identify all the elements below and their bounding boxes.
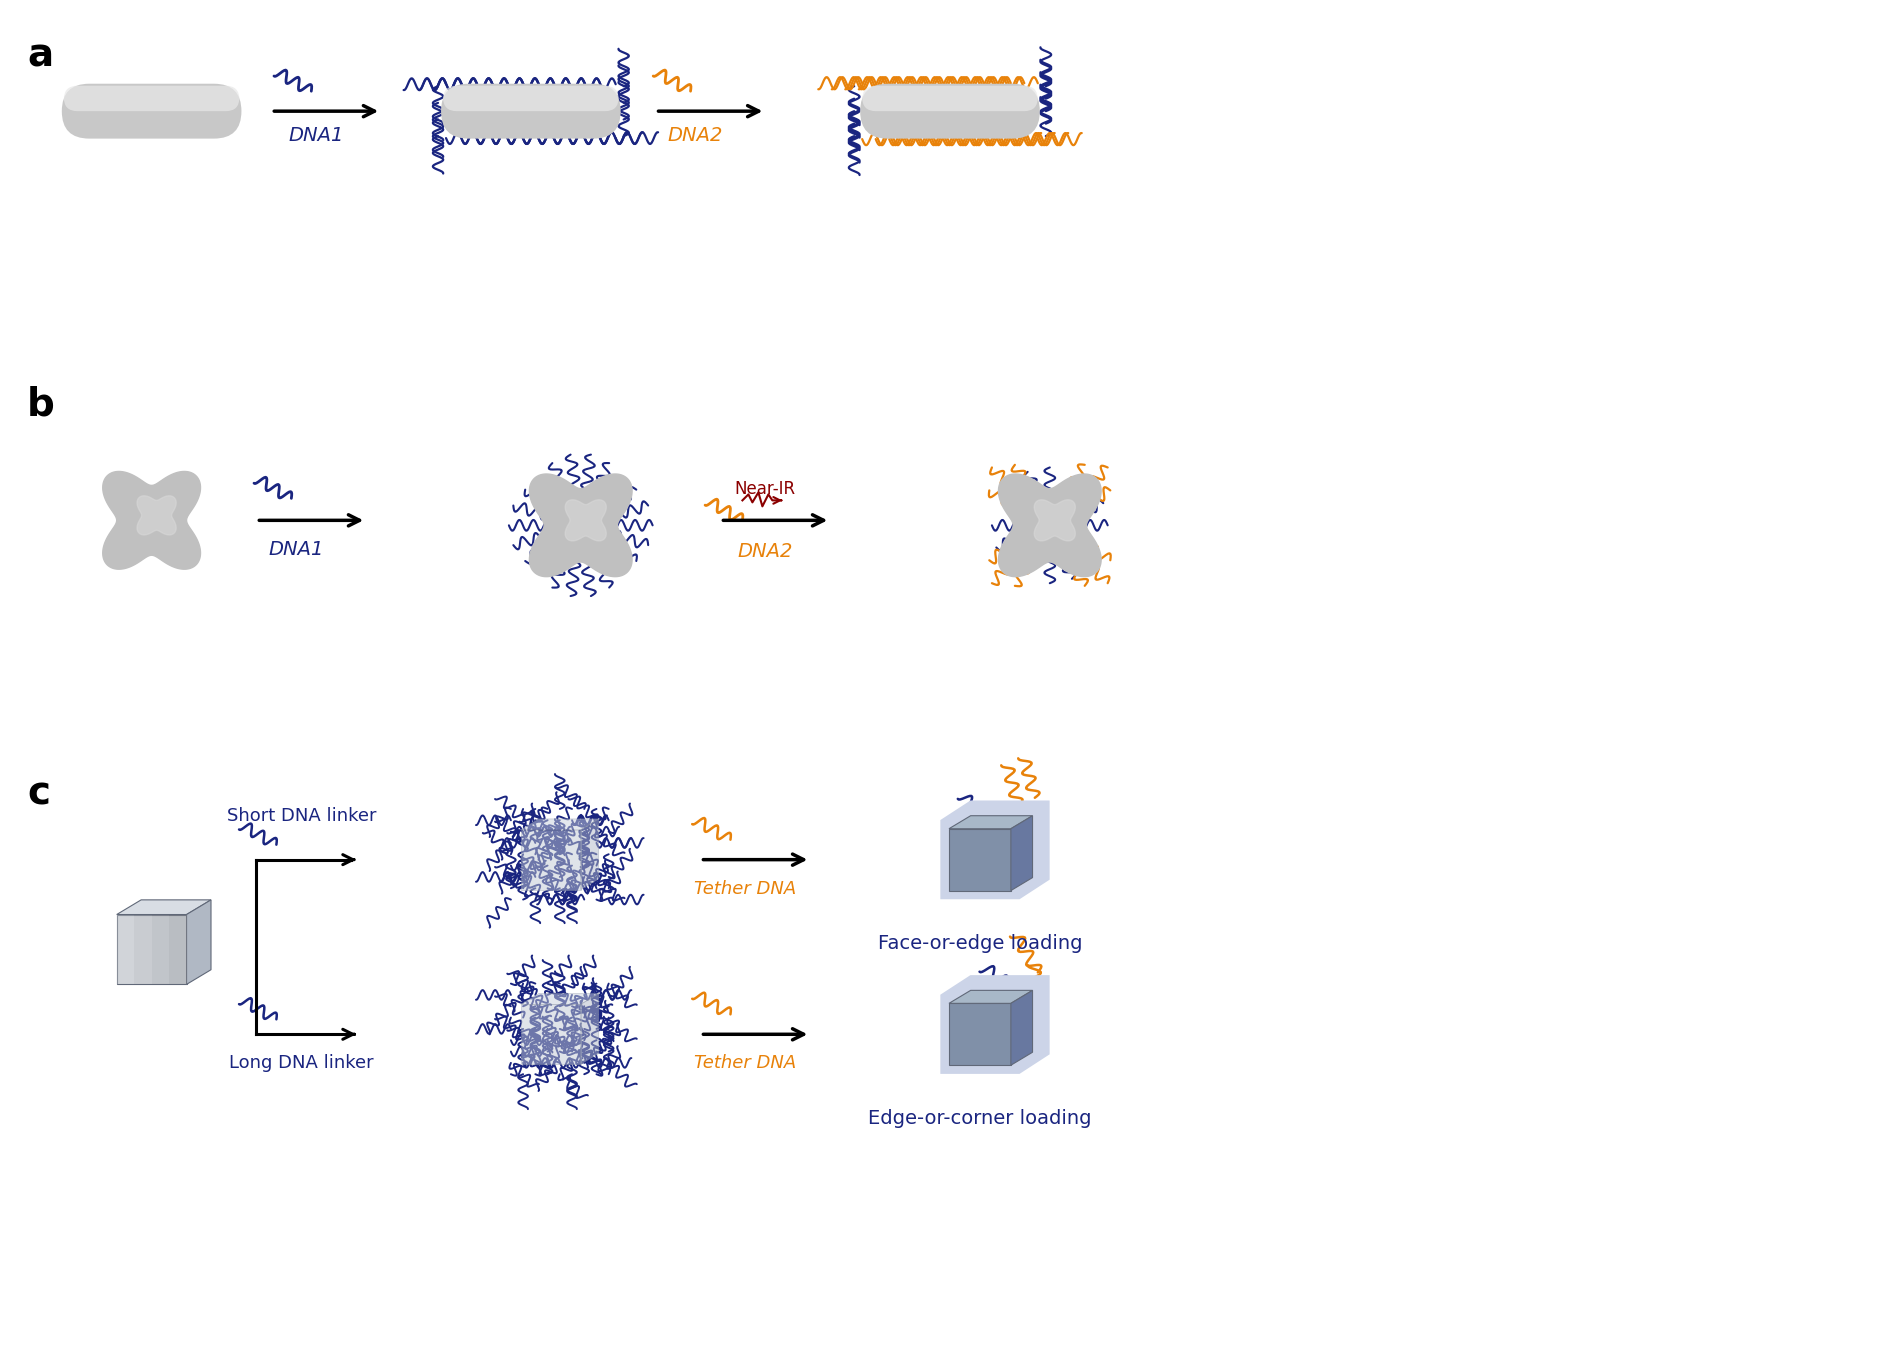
Polygon shape — [116, 915, 186, 985]
Polygon shape — [521, 993, 598, 1004]
Text: DNA1: DNA1 — [268, 540, 325, 559]
Polygon shape — [116, 900, 211, 915]
Polygon shape — [948, 815, 1032, 829]
Polygon shape — [940, 975, 1049, 1074]
Polygon shape — [581, 819, 598, 889]
FancyBboxPatch shape — [65, 86, 239, 111]
Polygon shape — [948, 829, 1011, 891]
Text: Long DNA linker: Long DNA linker — [230, 1055, 374, 1073]
Text: Short DNA linker: Short DNA linker — [226, 807, 376, 825]
Polygon shape — [137, 496, 177, 534]
FancyBboxPatch shape — [443, 86, 619, 111]
Text: a: a — [27, 37, 53, 74]
Polygon shape — [530, 474, 633, 577]
FancyBboxPatch shape — [863, 86, 1037, 111]
Polygon shape — [564, 500, 606, 541]
Text: c: c — [27, 775, 49, 812]
FancyBboxPatch shape — [861, 84, 1039, 138]
Polygon shape — [135, 915, 152, 985]
Polygon shape — [948, 991, 1032, 1003]
Text: Near-IR: Near-IR — [735, 481, 796, 499]
Polygon shape — [1034, 500, 1075, 541]
Polygon shape — [1011, 991, 1032, 1066]
Text: Face-or-edge loading: Face-or-edge loading — [878, 934, 1083, 954]
Polygon shape — [999, 474, 1102, 577]
Text: b: b — [27, 385, 55, 423]
Polygon shape — [948, 1003, 1011, 1066]
Polygon shape — [116, 915, 135, 985]
Polygon shape — [152, 915, 169, 985]
Text: DNA1: DNA1 — [289, 126, 344, 145]
FancyBboxPatch shape — [441, 84, 621, 138]
Polygon shape — [169, 915, 186, 985]
Polygon shape — [521, 1004, 581, 1064]
Polygon shape — [940, 800, 1049, 899]
FancyBboxPatch shape — [63, 84, 241, 138]
Polygon shape — [1011, 815, 1032, 890]
Text: Tether DNA: Tether DNA — [694, 1055, 796, 1073]
Text: DNA2: DNA2 — [737, 543, 792, 562]
Text: Edge-or-corner loading: Edge-or-corner loading — [868, 1110, 1092, 1128]
Text: Tether DNA: Tether DNA — [694, 880, 796, 897]
Polygon shape — [521, 819, 598, 830]
Polygon shape — [521, 830, 581, 889]
Polygon shape — [581, 993, 598, 1064]
Text: DNA2: DNA2 — [667, 126, 724, 145]
Polygon shape — [186, 900, 211, 985]
Polygon shape — [103, 471, 201, 569]
